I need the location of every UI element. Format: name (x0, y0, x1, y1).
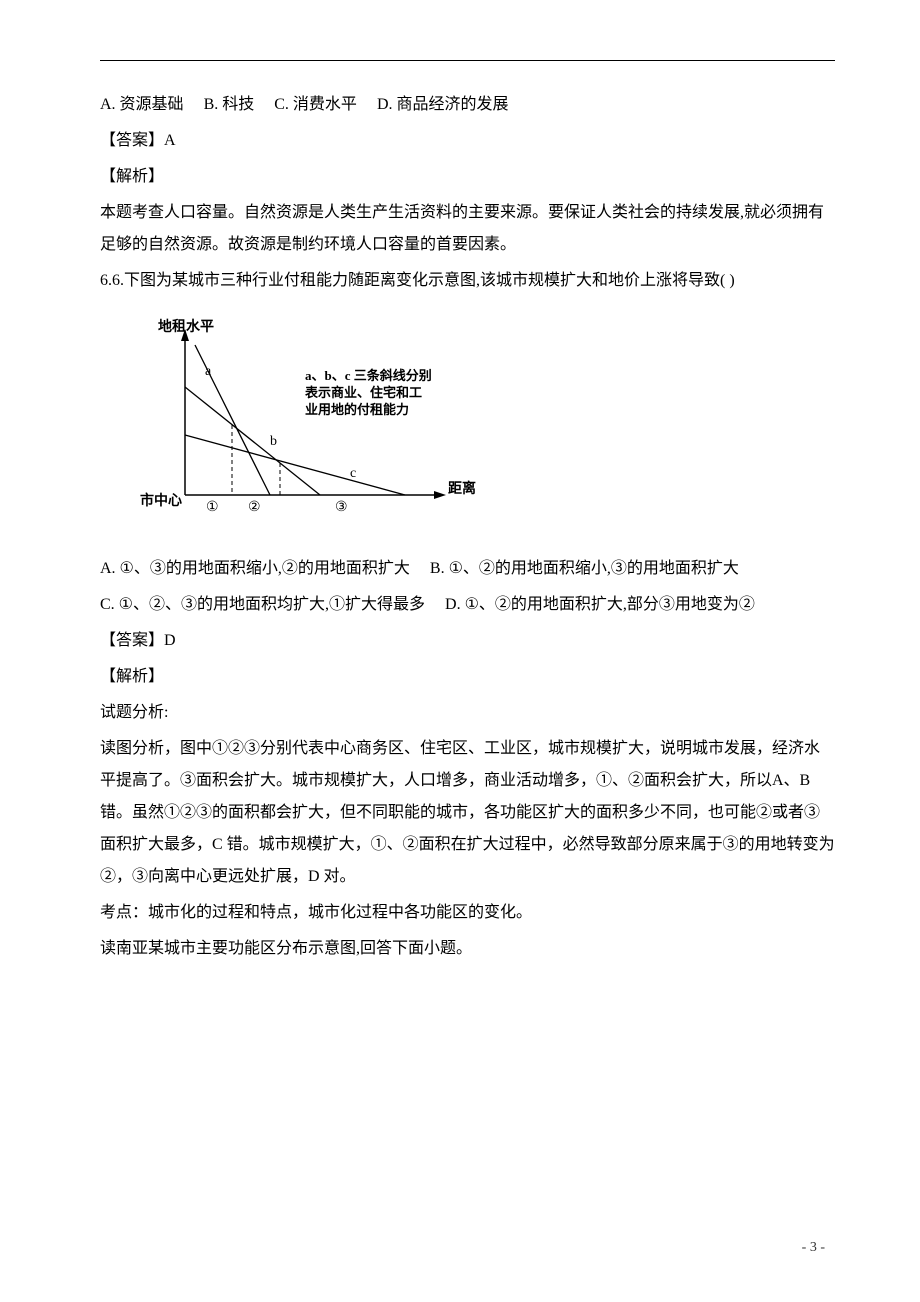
q5-options: A. 资源基础 B. 科技 C. 消费水平 D. 商品经济的发展 (100, 89, 835, 121)
q6-analysis-label: 【解析】 (100, 661, 835, 693)
tick-3: ③ (335, 500, 348, 515)
legend-line1: a、b、c 三条斜线分别 (305, 368, 432, 383)
q5-option-c: C. 消费水平 (274, 96, 357, 113)
q5-analysis-text: 本题考查人口容量。自然资源是人类生产生活资料的主要来源。要保证人类社会的持续发展… (100, 197, 835, 261)
chart-label-b: b (270, 434, 277, 449)
q6-option-a: A. ①、③的用地面积缩小,②的用地面积扩大 (100, 560, 410, 577)
q6-stem: 6.6.下图为某城市三种行业付租能力随距离变化示意图,该城市规模扩大和地价上涨将… (100, 265, 835, 297)
chart-label-c: c (350, 466, 356, 481)
y-axis-label: 地租水平 (158, 318, 214, 335)
q6-option-d: D. ①、②的用地面积扩大,部分③用地变为② (445, 596, 755, 613)
q6-option-c: C. ①、②、③的用地面积均扩大,①扩大得最多 (100, 596, 425, 613)
x-origin-label: 市中心 (140, 492, 182, 509)
q6-options-row2: C. ①、②、③的用地面积均扩大,①扩大得最多 D. ①、②的用地面积扩大,部分… (100, 589, 835, 621)
q6-options-row1: A. ①、③的用地面积缩小,②的用地面积扩大 B. ①、②的用地面积缩小,③的用… (100, 553, 835, 585)
legend-line3: 业用地的付租能力 (305, 402, 409, 417)
q5-answer: 【答案】A (100, 125, 835, 157)
q5-option-a: A. 资源基础 (100, 96, 184, 113)
tick-1: ① (206, 500, 219, 515)
legend-line2: 表示商业、住宅和工 (304, 385, 422, 400)
tick-2: ② (248, 500, 261, 515)
rent-chart-svg: a b c 地租水平 市中心 距离 ① ② ③ a、b、c 三条斜线分别 表示商… (140, 315, 480, 535)
q6-analysis-text: 读图分析，图中①②③分别代表中心商务区、住宅区、工业区，城市规模扩大，说明城市发… (100, 733, 835, 893)
q6-answer: 【答案】D (100, 625, 835, 657)
q5-option-b: B. 科技 (204, 96, 255, 113)
top-rule (100, 60, 835, 61)
rent-chart: a b c 地租水平 市中心 距离 ① ② ③ a、b、c 三条斜线分别 表示商… (140, 315, 480, 535)
chart-label-a: a (205, 364, 212, 379)
q6-point: 考点：城市化的过程和特点，城市化过程中各功能区的变化。 (100, 897, 835, 929)
page-number: - 3 - (802, 1234, 825, 1262)
x-axis-label: 距离 (448, 480, 476, 497)
q5-analysis-label: 【解析】 (100, 161, 835, 193)
q6-option-b: B. ①、②的用地面积缩小,③的用地面积扩大 (430, 560, 739, 577)
q6-analysis-sub: 试题分析: (100, 697, 835, 729)
q5-option-d: D. 商品经济的发展 (377, 96, 509, 113)
next-stem: 读南亚某城市主要功能区分布示意图,回答下面小题。 (100, 933, 835, 965)
